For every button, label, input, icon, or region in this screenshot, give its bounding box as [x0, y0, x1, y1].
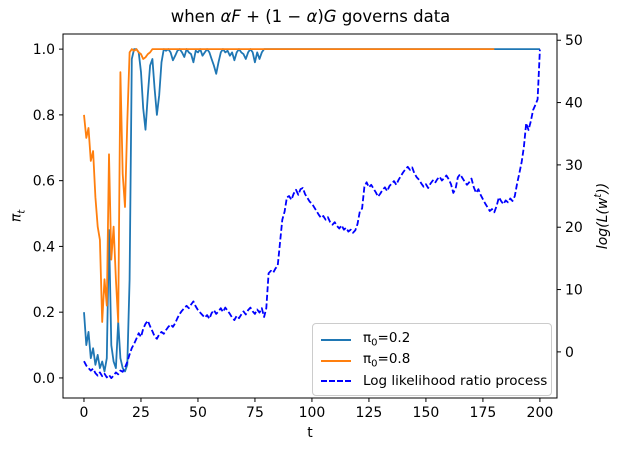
legend-entry-pi0-0.8: π0=0.8	[321, 351, 543, 370]
legend-entry-pi0-0.2: π0=0.2	[321, 330, 543, 349]
legend-label-pi0-0.2: π0=0.2	[363, 330, 411, 349]
x-tick-label: 200	[527, 405, 554, 421]
plot-spines	[62, 33, 558, 399]
y-right-tick-label: 20	[565, 220, 583, 236]
y-left-tick-label: 1.0	[33, 42, 55, 58]
y-left-sub: t	[16, 209, 28, 214]
x-tick-label: 50	[189, 405, 207, 421]
y-axis-label-right: log(L(wt))	[593, 183, 611, 249]
legend-swatch-log-likelihood-ratio	[321, 379, 351, 382]
y-axis-label-left: πt	[9, 210, 28, 222]
y-left-tick-label: 0.0	[33, 371, 55, 387]
x-tick-label: 0	[80, 405, 89, 421]
y-right-tick-label: 10	[565, 283, 583, 299]
y-right-tick-label: 0	[565, 345, 574, 361]
y-right-sup: t	[593, 193, 605, 198]
chart-title-segment: α	[306, 7, 318, 26]
series-log-likelihood-ratio-line	[83, 49, 541, 380]
series-pi0-0.8-line	[83, 48, 495, 323]
y-left-tick-label: 0.4	[33, 239, 55, 255]
chart-title-segment: αF	[220, 7, 241, 26]
legend-label-log-likelihood-ratio: Log likelihood ratio process	[363, 372, 548, 389]
y-left-tick-label: 0.8	[33, 108, 55, 124]
y-right-tick-label: 40	[565, 96, 583, 112]
x-tick-label: 25	[132, 405, 150, 421]
x-tick-label: 125	[356, 405, 383, 421]
y-left-base: π	[8, 213, 25, 223]
legend-label-pi0-0.8: π0=0.8	[363, 351, 411, 371]
x-tick-label: 175	[470, 405, 497, 421]
legend-swatch-pi0-0.2	[321, 338, 351, 341]
x-tick-label: 75	[246, 405, 264, 421]
chart-title-segment: when	[170, 7, 221, 26]
y-right-pre: log(L(w	[594, 197, 611, 250]
chart-title: when αF + (1 − α)G governs data	[0, 7, 621, 26]
legend-entry-log-likelihood-ratio: Log likelihood ratio process	[321, 373, 547, 389]
chart-title-segment: + (1 −	[240, 7, 307, 26]
chart-title-segment: )	[317, 7, 324, 26]
chart-title-segment: G	[323, 7, 337, 26]
legend-swatch-pi0-0.8	[321, 359, 351, 362]
y-left-tick-label: 0.2	[33, 305, 55, 321]
x-tick-label: 150	[413, 405, 440, 421]
x-tick-label: 100	[299, 405, 326, 421]
y-right-tick-label: 50	[565, 33, 583, 49]
legend: π0=0.2 π0=0.8 Log likelihood ratio process	[312, 323, 552, 396]
chart-title-segment: governs data	[336, 7, 451, 26]
y-right-post: ))	[594, 182, 611, 194]
y-right-tick-label: 30	[565, 158, 583, 174]
y-left-tick-label: 0.6	[33, 174, 55, 190]
x-axis-label: t	[307, 425, 313, 441]
